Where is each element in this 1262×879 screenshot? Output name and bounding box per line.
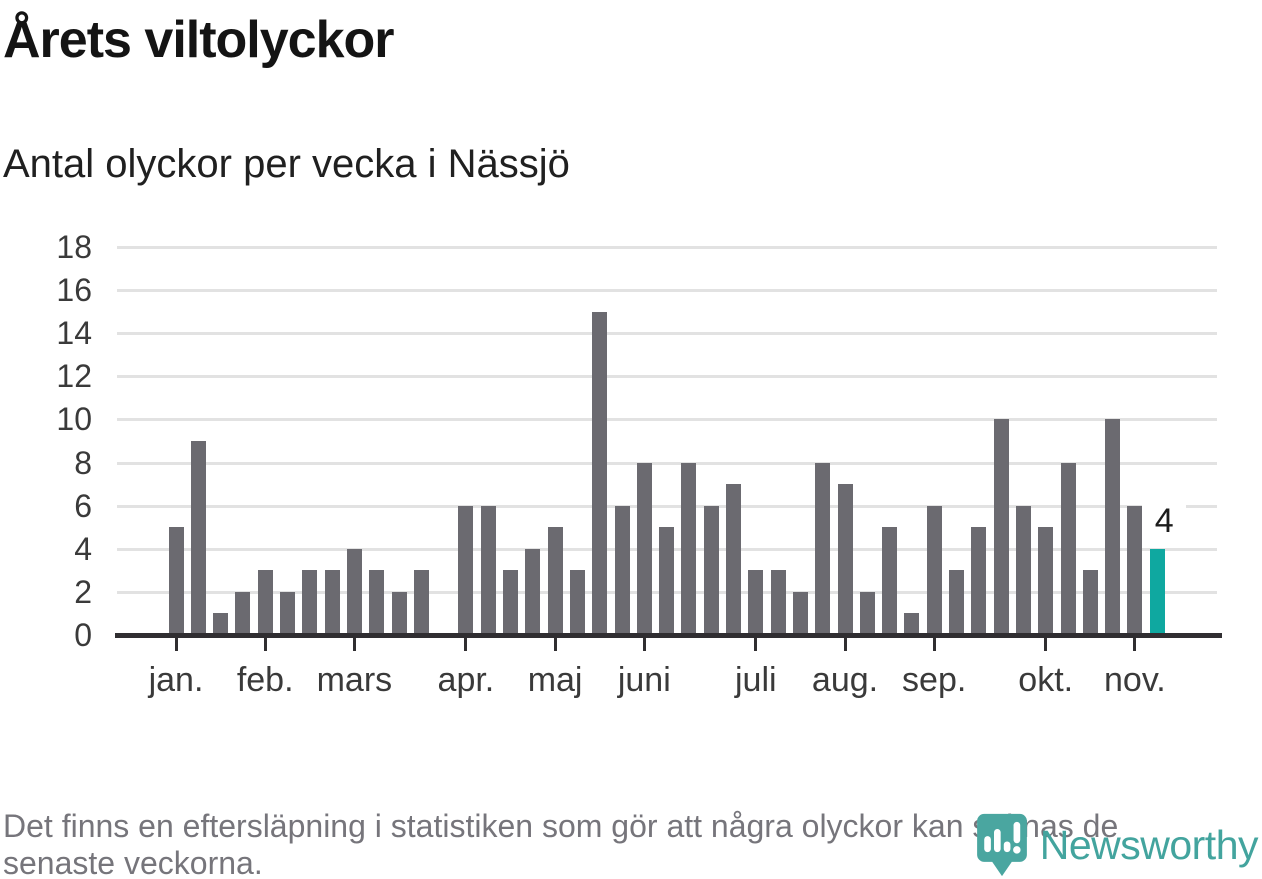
bar-week-44 — [1127, 505, 1143, 635]
bar-week-30 — [815, 462, 831, 635]
x-axis-tick-jan — [174, 638, 178, 651]
y-axis-label-14: 14 — [56, 315, 92, 352]
x-axis-label-maj: maj — [527, 661, 583, 699]
bar-week-15 — [480, 505, 496, 635]
page-title: Årets viltolyckor — [3, 11, 394, 69]
x-axis-label-jan: jan. — [148, 661, 204, 699]
bar-week-39 — [1015, 505, 1031, 635]
newsworthy-logo: Newsworthy — [976, 813, 1259, 877]
x-axis-label-sep: sep. — [902, 661, 967, 699]
x-axis-tick-aug — [843, 638, 847, 651]
footer-note: Det finns en eftersläpning i statistiken… — [3, 808, 1118, 879]
y-axis-label-6: 6 — [74, 487, 92, 524]
bar-week-6 — [280, 591, 295, 635]
x-axis-label-juli: juli — [735, 661, 777, 699]
y-axis-label-2: 2 — [74, 573, 92, 610]
bar-week-1 — [168, 527, 184, 635]
gridline-y-14 — [117, 332, 1217, 336]
bar-week-3 — [213, 613, 229, 635]
x-axis-tick-sep — [932, 638, 936, 651]
bar-week-11 — [391, 591, 407, 635]
bar-week-32 — [859, 591, 875, 635]
bar-week-35 — [926, 505, 942, 635]
bar-week-40 — [1038, 527, 1054, 635]
bar-week-33 — [882, 527, 898, 635]
y-axis-label-8: 8 — [74, 444, 92, 481]
x-axis-label-apr: apr. — [437, 661, 495, 699]
footer-note-line1: Det finns en eftersläpning i statistiken… — [3, 808, 1119, 844]
newsworthy-pin-barchart-icon — [976, 813, 1028, 877]
bar-week-28 — [770, 570, 786, 635]
gridline-y-18 — [117, 246, 1217, 249]
y-axis-label-4: 4 — [74, 530, 92, 567]
y-axis-label-18: 18 — [56, 229, 92, 265]
bar-week-7 — [302, 570, 318, 635]
x-axis-label-feb: feb. — [236, 661, 294, 699]
bar-week-38 — [993, 419, 1009, 635]
bar-week-26 — [726, 484, 741, 635]
bar-week-17 — [525, 548, 541, 635]
bar-week-42 — [1082, 570, 1098, 635]
bar-week-20 — [592, 311, 608, 635]
x-axis-tick-apr — [464, 638, 468, 651]
bar-week-22 — [636, 462, 652, 635]
bar-week-16 — [503, 570, 518, 635]
x-axis-label-mars: mars — [316, 661, 393, 699]
chart: 0 2 4 6 8 10 12 14 16 18 jan. feb. mars apr. maj juni ju… — [0, 229, 1262, 717]
newsworthy-wordmark: Newsworthy — [1039, 822, 1259, 868]
x-axis-label-okt: okt. — [1018, 661, 1074, 699]
x-axis-tick-nov — [1133, 638, 1137, 651]
bar-week-41 — [1060, 462, 1076, 635]
bar-week-2 — [190, 441, 206, 635]
x-axis-label-nov: nov. — [1104, 661, 1166, 699]
gridline-y-6 — [117, 504, 1217, 508]
gridline-y-10 — [117, 418, 1217, 422]
gridline-y-12 — [117, 375, 1217, 379]
bar-week-19 — [569, 570, 585, 635]
bar-week-27 — [748, 570, 764, 635]
bar-week-4 — [235, 591, 251, 635]
x-axis-line — [115, 633, 1222, 638]
bar-week-45 — [1149, 548, 1165, 635]
bar-week-5 — [257, 570, 273, 635]
x-axis-tick-juni — [642, 638, 646, 651]
bar-week-24 — [681, 462, 697, 635]
x-axis-tick-maj — [553, 638, 557, 651]
x-axis-tick-mars — [352, 638, 356, 651]
bar-week-14 — [458, 505, 474, 635]
bar-week-8 — [324, 570, 340, 635]
bar-week-10 — [369, 570, 385, 635]
bar-week-36 — [949, 570, 964, 635]
x-axis-tick-juli — [754, 638, 758, 651]
bar-week-34 — [904, 613, 920, 635]
bar-week-25 — [703, 505, 719, 635]
bar-week-21 — [614, 505, 630, 635]
gridline-y-8 — [117, 461, 1217, 465]
x-axis-tick-feb — [263, 638, 267, 651]
bar-week-37 — [971, 527, 987, 635]
bar-week-29 — [792, 591, 808, 635]
x-axis-label-juni: juni — [617, 661, 671, 699]
bar-week-9 — [346, 548, 362, 635]
y-axis-label-0: 0 — [74, 617, 92, 653]
x-axis-label-aug: aug. — [811, 661, 879, 699]
x-axis-tick-okt — [1044, 638, 1048, 651]
y-axis-label-16: 16 — [56, 272, 92, 309]
gridline-y-16 — [117, 289, 1217, 293]
footer-note-line2: senaste veckorna. — [3, 845, 263, 879]
bar-week-31 — [837, 484, 853, 635]
bar-week-18 — [547, 527, 563, 635]
y-axis-label-10: 10 — [56, 401, 92, 438]
y-axis-label-12: 12 — [56, 358, 92, 395]
highlight-value-label: 4 — [1142, 500, 1187, 541]
bar-week-23 — [659, 527, 675, 635]
bar-week-12 — [413, 570, 429, 635]
chart-subtitle: Antal olyckor per vecka i Nässjö — [3, 142, 570, 186]
bar-week-43 — [1105, 419, 1121, 635]
